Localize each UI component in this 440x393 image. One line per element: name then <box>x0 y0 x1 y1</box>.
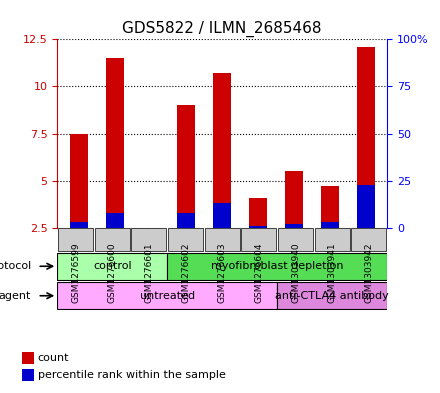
FancyBboxPatch shape <box>167 253 387 279</box>
Bar <box>285 224 303 228</box>
Text: GSM1303940: GSM1303940 <box>291 242 300 303</box>
Title: GDS5822 / ILMN_2685468: GDS5822 / ILMN_2685468 <box>122 20 322 37</box>
Text: protocol: protocol <box>0 261 31 271</box>
Text: percentile rank within the sample: percentile rank within the sample <box>38 370 226 380</box>
Bar <box>106 58 124 228</box>
FancyBboxPatch shape <box>351 228 386 251</box>
Bar <box>70 134 88 228</box>
Bar <box>213 204 231 228</box>
Bar <box>357 47 374 228</box>
FancyBboxPatch shape <box>95 228 130 251</box>
Bar <box>213 73 231 228</box>
Text: GSM1276603: GSM1276603 <box>218 242 227 303</box>
Text: untreated: untreated <box>139 291 195 301</box>
Text: myofibroblast depletion: myofibroblast depletion <box>211 261 344 271</box>
Text: count: count <box>38 353 70 363</box>
Text: agent: agent <box>0 291 31 301</box>
FancyBboxPatch shape <box>205 228 240 251</box>
Bar <box>22 352 34 364</box>
Bar <box>106 213 124 228</box>
Text: GSM1303941: GSM1303941 <box>328 242 337 303</box>
Bar <box>285 171 303 228</box>
Bar <box>70 222 88 228</box>
Bar <box>321 222 339 228</box>
FancyBboxPatch shape <box>315 228 350 251</box>
FancyBboxPatch shape <box>57 253 167 279</box>
FancyBboxPatch shape <box>278 228 313 251</box>
Bar <box>177 213 195 228</box>
FancyBboxPatch shape <box>168 228 203 251</box>
Text: anti-CTLA4 antibody: anti-CTLA4 antibody <box>275 291 389 301</box>
FancyBboxPatch shape <box>131 228 166 251</box>
Text: GSM1303942: GSM1303942 <box>364 242 374 303</box>
FancyBboxPatch shape <box>241 228 276 251</box>
FancyBboxPatch shape <box>57 283 277 309</box>
Bar <box>357 185 374 228</box>
Text: GSM1276599: GSM1276599 <box>71 242 80 303</box>
Bar <box>321 186 339 228</box>
Text: GSM1276604: GSM1276604 <box>254 242 264 303</box>
FancyBboxPatch shape <box>58 228 93 251</box>
Bar <box>177 105 195 228</box>
Text: GSM1276602: GSM1276602 <box>181 242 190 303</box>
Text: control: control <box>93 261 132 271</box>
FancyBboxPatch shape <box>277 283 387 309</box>
Bar <box>249 226 267 228</box>
Text: GSM1276601: GSM1276601 <box>144 242 154 303</box>
Bar <box>22 369 34 381</box>
Text: GSM1276600: GSM1276600 <box>108 242 117 303</box>
Bar <box>249 198 267 228</box>
